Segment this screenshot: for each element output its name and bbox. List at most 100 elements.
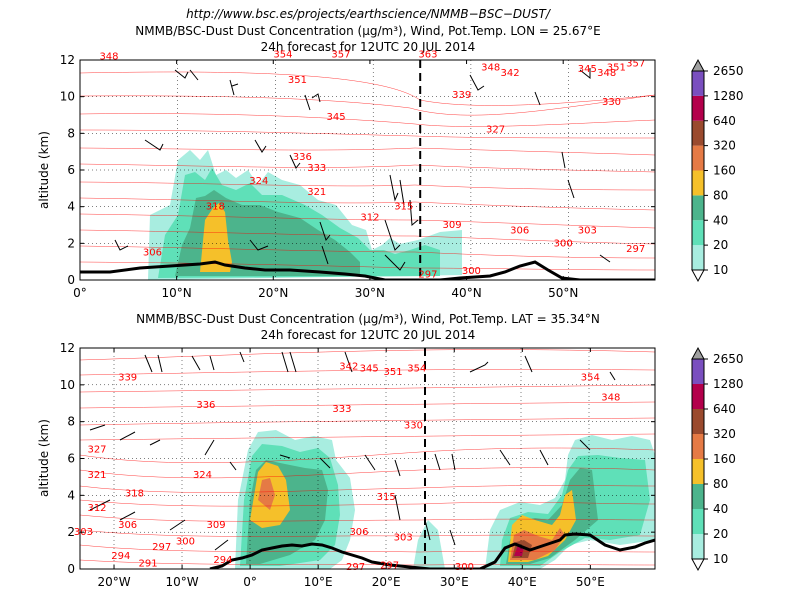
panel2-colorbar-label: 80 (713, 477, 728, 491)
panel2-colorbar-label: 20 (713, 527, 728, 541)
panel1-colorbar-extend-min (691, 269, 705, 283)
panel2-theta-labels: 342 345 351 354 354 339 348 336 333 330 327 324 321 3… (74, 361, 620, 573)
panel1-theta-label: 345 (578, 64, 597, 75)
panel2-theta-label: 327 (87, 444, 106, 455)
panel2-colorbar-label: 2650 (713, 352, 744, 366)
panel1-colorbar-label: 20 (713, 238, 728, 252)
panel2-y-tick-label: 4 (67, 488, 75, 502)
panel2-colorbar-segment (692, 484, 704, 509)
panel2-y-tick-label: 8 (67, 415, 75, 429)
panel1-colorbar-segment (692, 95, 704, 121)
panel2-x-tick-label: 50°E (576, 575, 605, 589)
panel1-x-tick-label: 50°N (548, 286, 578, 300)
panel2-theta-label: 339 (118, 372, 137, 383)
panel2-theta-label: 300 (176, 536, 195, 547)
panel1-theta-label: 324 (249, 176, 268, 187)
panel1-theta-label: 300 (462, 266, 481, 277)
panel2-y-tick-label: 0 (67, 562, 75, 576)
panel2-y-tick-label: 10 (60, 378, 75, 392)
panel2-theta-label: 345 (360, 363, 379, 374)
panel2-theta-label: 297 (152, 542, 171, 553)
panel2-theta-label: 342 (339, 361, 358, 372)
panel1-y-ticks: 0 2 4 6 8 10 12 (60, 53, 655, 287)
panel2-theta-label: 297 (346, 562, 365, 573)
panel1-colorbar-segment (692, 120, 704, 146)
panel2-theta-label: 333 (332, 404, 351, 415)
panel1-x-tick-label: 30°N (355, 286, 385, 300)
panel2-theta-label: 321 (87, 470, 106, 481)
panel2-theta-label: 297 (380, 560, 399, 571)
panel2-colorbar-segment (692, 384, 704, 409)
panel1-theta-label: 351 (288, 75, 307, 86)
panel2-theta-label: 318 (125, 488, 144, 499)
panel2-theta-label: 330 (404, 420, 423, 431)
panel1-colorbar-segment (692, 195, 704, 221)
panel1-y-tick-label: 12 (60, 53, 75, 67)
panel2-x-tick-label: 10°W (166, 575, 199, 589)
panel1-theta-label: 315 (394, 202, 413, 213)
panel1-y-tick-label: 8 (67, 126, 75, 140)
panel2-theta-label: 306 (118, 520, 137, 531)
panel1-theta-label: 309 (443, 220, 462, 231)
panel1-theta-label: 363 (418, 50, 437, 61)
panel2-ylabel: altitude (km) (37, 419, 51, 497)
panel2-x-tick-label: 20°E (372, 575, 401, 589)
panel2-colorbar-label: 40 (713, 502, 728, 516)
panel2-colorbar-label: 640 (713, 402, 736, 416)
panel1-theta-label: 342 (500, 68, 519, 79)
panel1-theta-label: 300 (554, 238, 573, 249)
source-url: http://www.bsc.es/projects/earthscience/… (186, 7, 552, 21)
panel1-colorbar: 10 20 40 80 160 320 640 1280 2650 (691, 58, 744, 283)
panel1-theta-label: 348 (481, 62, 500, 73)
panel1-theta-label: 357 (626, 59, 645, 70)
panel1-x-tick-label: 20°N (258, 286, 288, 300)
panel2-theta-label: 306 (349, 527, 368, 538)
panel1-theta-label: 357 (331, 50, 350, 61)
panel1-x-tick-label: 40°N (451, 286, 481, 300)
panel2-theta-label: 294 (111, 551, 130, 562)
panel1-theta-label: 297 (626, 244, 645, 255)
panel1-x-ticks: 0° 10°N 20°N 30°N 40°N 50°N (73, 60, 578, 300)
panel2-colorbar-segment (692, 409, 704, 434)
panel1-colorbar-extend-max (691, 58, 705, 72)
panel1-wind-barbs (114, 68, 611, 271)
panel1-colorbar-segment (692, 245, 704, 270)
panel2-theta-label: 336 (196, 400, 215, 411)
panel1-y-tick-label: 6 (67, 163, 75, 177)
panel2-theta-label: 351 (383, 367, 402, 378)
panel2-terrain (209, 532, 655, 569)
panel2-theta-label: 303 (394, 533, 413, 544)
panel1-colorbar-segment (692, 170, 704, 196)
panel2-theta-label: 324 (193, 470, 212, 481)
panel1-colorbar-segment (692, 145, 704, 171)
panel2-colorbar-segment (692, 359, 704, 384)
panel1-colorbar-label: 1280 (713, 89, 744, 103)
panel1-colorbar-label: 10 (713, 263, 728, 277)
panel2-theta-label: 348 (601, 393, 620, 404)
panel1-y-tick-label: 10 (60, 90, 75, 104)
panel1-colorbar-label: 320 (713, 139, 736, 153)
panel1-title: NMMB/BSC-Dust Dust Concentration (µg/m³)… (135, 24, 600, 38)
panel2-colorbar: 10 20 40 80 160 320 640 1280 2650 (691, 346, 744, 572)
panel1-y-tick-label: 2 (67, 236, 75, 250)
panel2-field (80, 349, 655, 569)
panel2-theta-label: 315 (377, 492, 396, 503)
panel2-colorbar-label: 10 (713, 552, 728, 566)
panel2-wind-barbs (89, 351, 616, 551)
panel2-theta-label: 294 (213, 555, 232, 566)
panel1-ylabel: altitude (km) (37, 131, 51, 209)
panel1-theta-label: 339 (452, 90, 471, 101)
panel2-colorbar-segment (692, 509, 704, 534)
panel2-y-ticks: 0 2 4 6 8 10 12 (60, 341, 655, 576)
panel2-theta-label: 354 (581, 372, 600, 383)
panel1-theta-label: 312 (360, 213, 379, 224)
panel2-x-tick-label: 10°E (304, 575, 333, 589)
panel2-theta-label: 300 (455, 562, 474, 573)
panel2-plot: 342 345 351 354 354 339 348 336 333 330 327 324 321 3… (60, 341, 656, 589)
panel1-theta-label: 336 (293, 152, 312, 163)
panel1-theta-label: 348 (597, 68, 616, 79)
panel2-colorbar-segment (692, 459, 704, 484)
panel1-colorbar-label: 40 (713, 213, 728, 227)
